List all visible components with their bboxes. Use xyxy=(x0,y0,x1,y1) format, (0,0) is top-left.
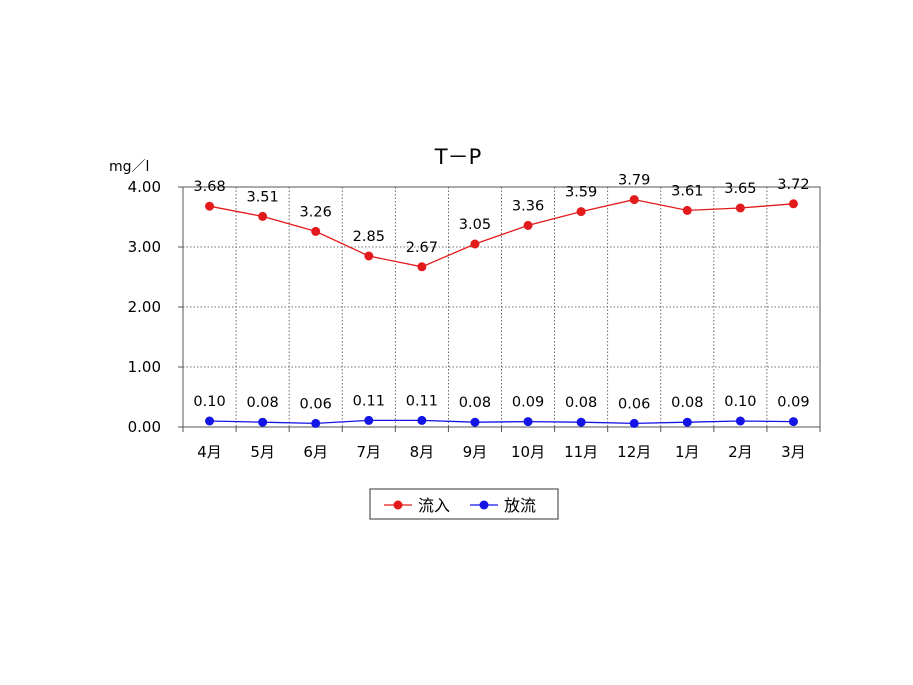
data-point xyxy=(629,195,639,205)
series-1: 3.68 3.51 3.26 2.85 2.67 3.05 3.36 3.59 3.79 3.61… xyxy=(193,173,810,272)
data-point xyxy=(417,262,427,272)
data-point xyxy=(523,417,533,427)
data-point xyxy=(205,416,215,426)
data-label: 2.67 xyxy=(406,240,438,256)
legend: 流入 放流 xyxy=(369,488,559,520)
plot-grid xyxy=(182,186,821,428)
data-point xyxy=(788,199,798,209)
x-tick-label: 11月 xyxy=(564,443,598,461)
data-point xyxy=(311,226,321,236)
data-label: 0.06 xyxy=(618,396,650,412)
x-tick-label: 6月 xyxy=(303,443,328,461)
x-tick-label: 1月 xyxy=(675,443,700,461)
data-label: 3.05 xyxy=(459,217,491,233)
data-label: 0.08 xyxy=(246,395,278,411)
series-line xyxy=(209,198,794,268)
data-point xyxy=(258,211,268,221)
legend-entry: 放流 xyxy=(470,496,536,515)
data-label: 0.09 xyxy=(512,395,544,411)
data-point xyxy=(470,239,480,249)
data-point xyxy=(576,417,586,427)
data-label: 0.09 xyxy=(777,395,809,411)
series-2: 0.10 0.08 0.06 0.11 0.11 0.08 0.09 0.08 0.06 0.08… xyxy=(193,393,810,428)
data-point xyxy=(682,417,692,427)
data-label: 3.61 xyxy=(671,183,703,199)
data-point xyxy=(205,201,215,211)
x-tick-label: 8月 xyxy=(410,443,435,461)
x-tick-label: 7月 xyxy=(357,443,382,461)
data-label: 3.51 xyxy=(246,189,278,205)
x-tick-label: 12月 xyxy=(617,443,651,461)
data-point xyxy=(364,251,374,261)
x-tick-label: 3月 xyxy=(781,443,806,461)
legend-marker xyxy=(479,500,489,510)
data-label: 0.11 xyxy=(406,393,438,409)
data-point xyxy=(258,417,268,427)
data-label: 2.85 xyxy=(353,229,385,245)
data-point xyxy=(735,203,745,213)
data-label: 0.06 xyxy=(300,396,332,412)
chart-title: T－P xyxy=(434,145,482,169)
data-label: 3.36 xyxy=(512,198,544,214)
legend-marker xyxy=(393,500,403,510)
data-point xyxy=(788,417,798,427)
x-axis-ticks: 4月 5月 6月 7月 8月 9月 10月 11月 12月 1月 2月 3月 xyxy=(182,427,821,461)
y-axis-ticks: 0.00 1.00 2.00 3.00 4.00 xyxy=(128,178,183,436)
data-point xyxy=(682,205,692,215)
data-label: 0.08 xyxy=(565,395,597,411)
data-point xyxy=(735,416,745,426)
data-point xyxy=(417,415,427,425)
data-label: 3.26 xyxy=(300,204,332,220)
data-label: 0.08 xyxy=(459,395,491,411)
x-tick-label: 5月 xyxy=(250,443,275,461)
x-tick-label: 10月 xyxy=(511,443,545,461)
data-label: 3.65 xyxy=(724,181,756,197)
data-point xyxy=(311,418,321,428)
data-label: 3.59 xyxy=(565,185,597,201)
x-tick-label: 9月 xyxy=(463,443,488,461)
y-tick-label: 1.00 xyxy=(128,358,161,376)
data-point xyxy=(364,415,374,425)
data-label: 3.79 xyxy=(618,173,650,189)
data-point xyxy=(629,418,639,428)
data-point xyxy=(523,220,533,230)
y-tick-label: 4.00 xyxy=(128,178,161,196)
y-tick-label: 0.00 xyxy=(128,418,161,436)
data-label: 0.11 xyxy=(353,393,385,409)
data-point xyxy=(470,417,480,427)
y-tick-label: 3.00 xyxy=(128,238,161,256)
y-tick-label: 2.00 xyxy=(128,298,161,316)
series-group: 3.68 3.51 3.26 2.85 2.67 3.05 3.36 3.59 3.79 3.61… xyxy=(193,173,810,428)
legend-entry: 流入 xyxy=(384,496,450,515)
data-label: 0.10 xyxy=(193,394,225,410)
data-label: 0.10 xyxy=(724,394,756,410)
data-label: 0.08 xyxy=(671,395,703,411)
data-label: 3.68 xyxy=(193,179,225,195)
data-point xyxy=(576,207,586,217)
series-line xyxy=(209,419,794,425)
legend-label: 流入 xyxy=(418,496,450,515)
y-axis-unit-label: mg／l xyxy=(109,159,149,175)
x-tick-label: 2月 xyxy=(728,443,753,461)
legend-label: 放流 xyxy=(504,496,536,515)
x-tick-label: 4月 xyxy=(197,443,222,461)
data-label: 3.72 xyxy=(777,177,809,193)
